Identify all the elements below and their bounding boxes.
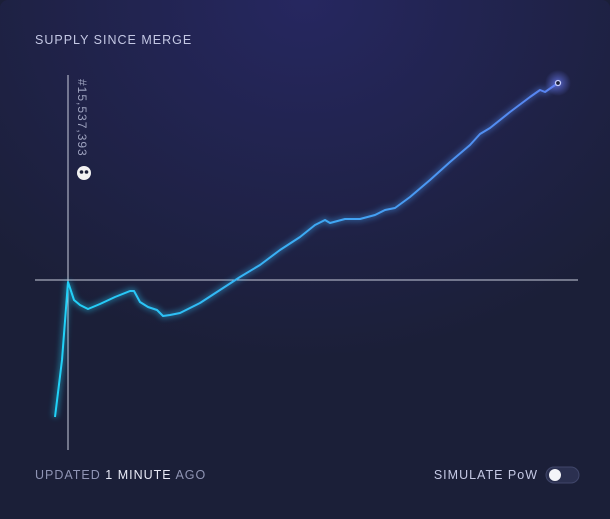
simulate-toggle[interactable] [545, 466, 580, 484]
toggle-label: SIMULATE PoW [434, 468, 538, 482]
merge-block: #15,537,393 [75, 79, 89, 157]
updated-prefix: UPDATED [35, 468, 101, 482]
toggle-knob[interactable] [549, 469, 561, 481]
title: SUPPLY SINCE MERGE [35, 33, 192, 47]
updated-suffix: AGO [175, 468, 206, 482]
end-point [554, 79, 562, 87]
supply-line [54, 82, 559, 418]
updated-text: UPDATED 1 MINUTE AGO [35, 468, 206, 482]
skull-icon [77, 166, 91, 180]
updated-time: 1 MINUTE [105, 468, 171, 482]
